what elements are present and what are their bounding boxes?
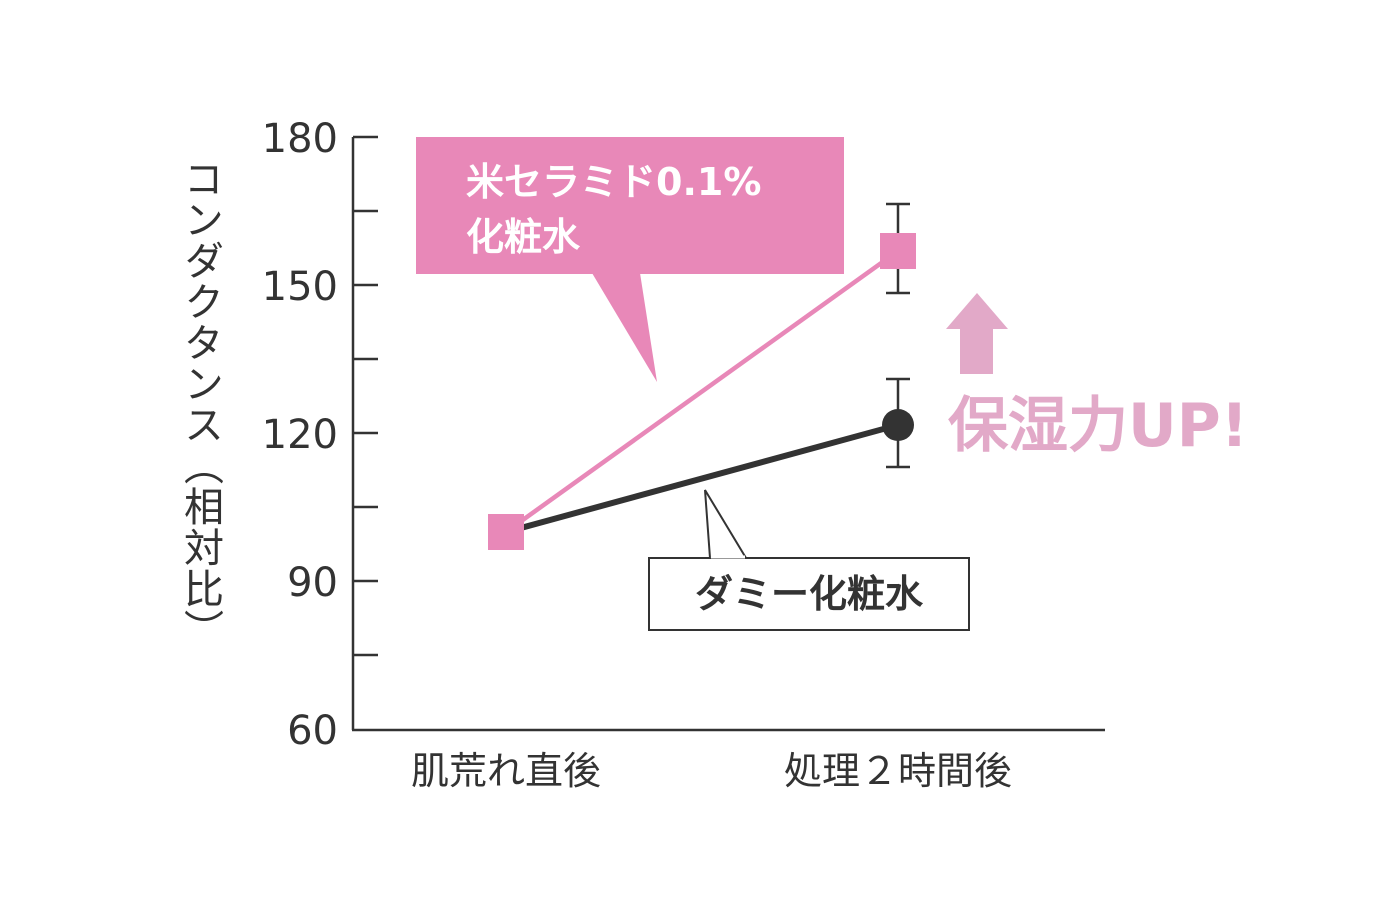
- x-tick-after-2h: 処理２時間後: [783, 749, 1012, 793]
- up-arrow-icon: [946, 293, 1008, 374]
- callout-pink-bubble: [416, 137, 844, 382]
- moisture-up-annotation: 保湿力UP!: [948, 391, 1249, 461]
- callout-dark-bubble: [648, 489, 970, 631]
- y-tick-150: 150: [261, 264, 338, 310]
- y-tick-90: 90: [287, 560, 338, 606]
- callout-ceramide-line2: 化粧水: [466, 215, 581, 259]
- y-axis-title: コンダクタンス（相対比）: [177, 158, 223, 650]
- callout-ceramide-label: 米セラミド0.1% 化粧水: [466, 155, 826, 265]
- y-axis: [351, 135, 378, 730]
- marker-square-start: [488, 514, 524, 550]
- series-ceramide: [488, 202, 916, 550]
- series-dummy: [505, 377, 914, 535]
- callout-ceramide-line1: 米セラミド0.1%: [466, 160, 762, 204]
- y-tick-60: 60: [287, 708, 338, 754]
- x-tick-after-damage: 肌荒れ直後: [410, 749, 601, 793]
- marker-square-ceramide-2h: [880, 233, 916, 269]
- callout-dummy-label: ダミー化粧水: [694, 572, 923, 616]
- y-tick-120: 120: [261, 412, 338, 458]
- marker-circle-dummy-2h: [882, 409, 914, 441]
- y-tick-180: 180: [261, 116, 338, 162]
